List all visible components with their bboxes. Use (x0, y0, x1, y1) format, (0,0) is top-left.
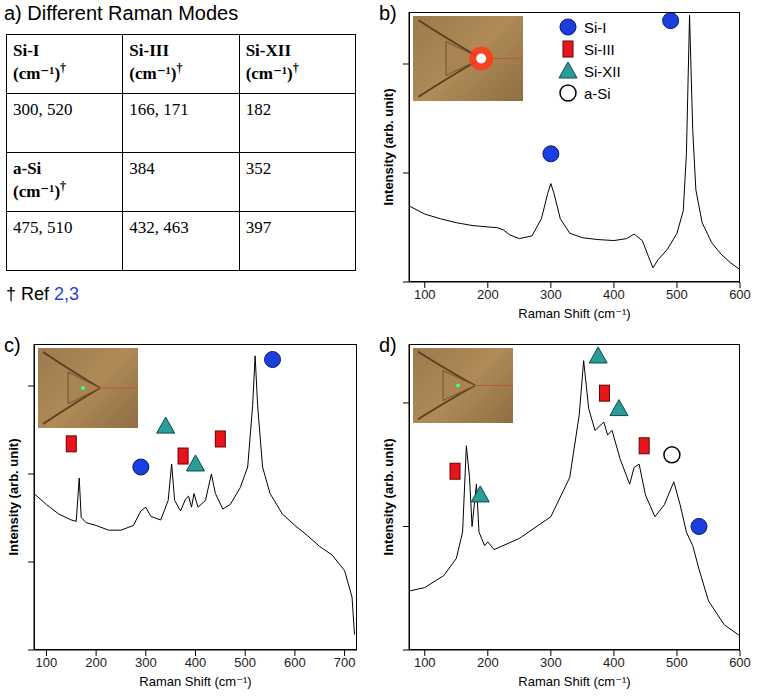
svg-text:700: 700 (334, 655, 356, 670)
html-text:a-Si: a-Si (13, 159, 42, 178)
svg-text:400: 400 (603, 287, 625, 302)
html-text:Si-III: Si-III (129, 41, 169, 60)
html-text:432, 463: 432, 463 (129, 218, 189, 237)
html-text:(cm⁻¹)†: (cm⁻¹)† (245, 61, 299, 83)
svg-text:500: 500 (666, 655, 688, 670)
svg-text:100: 100 (414, 655, 436, 670)
html-text:Si-I: Si-I (13, 41, 40, 60)
svg-text:200: 200 (477, 655, 499, 670)
html-text:352: 352 (245, 159, 272, 178)
html-text:Intensity (arb. unit): Intensity (arb. unit) (380, 88, 396, 206)
html-text:Raman Shift (cm⁻¹): Raman Shift (cm⁻¹) (518, 674, 631, 689)
html-text:Raman Shift (cm⁻¹): Raman Shift (cm⁻¹) (518, 306, 631, 321)
html-text:Si-XII: Si-XII (245, 41, 291, 60)
html-text:Raman Shift (cm⁻¹): Raman Shift (cm⁻¹) (139, 674, 252, 689)
svg-text:600: 600 (729, 287, 751, 302)
html-text:475, 510: 475, 510 (13, 218, 73, 237)
html-text:(cm⁻¹)†: (cm⁻¹)† (13, 61, 67, 83)
svg-text:500: 500 (666, 287, 688, 302)
svg-text:100: 100 (414, 287, 436, 302)
svg-text:300: 300 (135, 655, 157, 670)
svg-text:500: 500 (234, 655, 256, 670)
html-text:300, 520: 300, 520 (13, 100, 73, 119)
html-text:(cm⁻¹)†: (cm⁻¹)† (129, 61, 183, 83)
html-text:Si-I: Si-I (583, 18, 607, 36)
svg-text:200: 200 (477, 287, 499, 302)
html-text:b): b) (379, 2, 397, 24)
svg-text:400: 400 (185, 655, 207, 670)
html-text:166, 171: 166, 171 (129, 100, 189, 119)
html-text:Si-III: Si-III (583, 40, 615, 58)
svg-text:600: 600 (729, 655, 751, 670)
svg-text:100: 100 (36, 655, 58, 670)
svg-text:600: 600 (284, 655, 306, 670)
html-text:(cm⁻¹)†: (cm⁻¹)† (13, 179, 67, 201)
html-text:384: 384 (129, 159, 155, 178)
html-text:d): d) (379, 334, 397, 356)
html-text:Si-XII: Si-XII (583, 62, 621, 80)
html-text:† Ref 2,3: † Ref 2,3 (6, 284, 80, 304)
svg-text:300: 300 (540, 287, 562, 302)
html-text:397: 397 (245, 218, 272, 237)
html-text:a) Different Raman Modes: a) Different Raman Modes (4, 2, 239, 24)
svg-text:200: 200 (85, 655, 107, 670)
svg-text:400: 400 (603, 655, 625, 670)
svg-text:300: 300 (540, 655, 562, 670)
html-text:182: 182 (245, 100, 272, 119)
html-text:a-Si: a-Si (583, 84, 611, 102)
html-text:Intensity (arb. unit): Intensity (arb. unit) (380, 438, 396, 556)
html-text:c): c) (4, 334, 21, 356)
html-text:Intensity (arb. unit): Intensity (arb. unit) (5, 438, 21, 556)
